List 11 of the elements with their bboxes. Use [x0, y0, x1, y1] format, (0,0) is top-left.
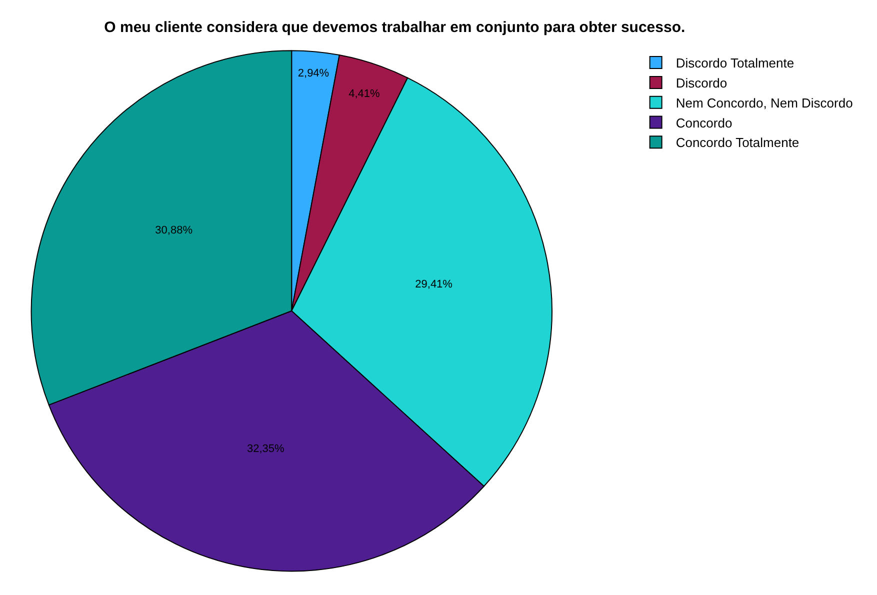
data-label: 32,35% — [246, 443, 285, 456]
legend-label: Discordo — [676, 76, 728, 91]
data-label: 30,88% — [155, 224, 193, 236]
data-label: 2,94% — [298, 68, 330, 80]
legend-label: Discordo Totalmente — [676, 56, 794, 71]
legend-label: Concordo — [676, 115, 732, 130]
legend-label: Concordo Totalmente — [676, 135, 800, 150]
data-label: 4,41% — [348, 88, 380, 100]
legend-label: Nem Concordo, Nem Discordo — [676, 95, 853, 110]
chart-title: O meu cliente considera que devemos trabalhar em conjunto para obter sucesso. — [104, 19, 686, 36]
data-label: 29,41% — [415, 278, 453, 290]
